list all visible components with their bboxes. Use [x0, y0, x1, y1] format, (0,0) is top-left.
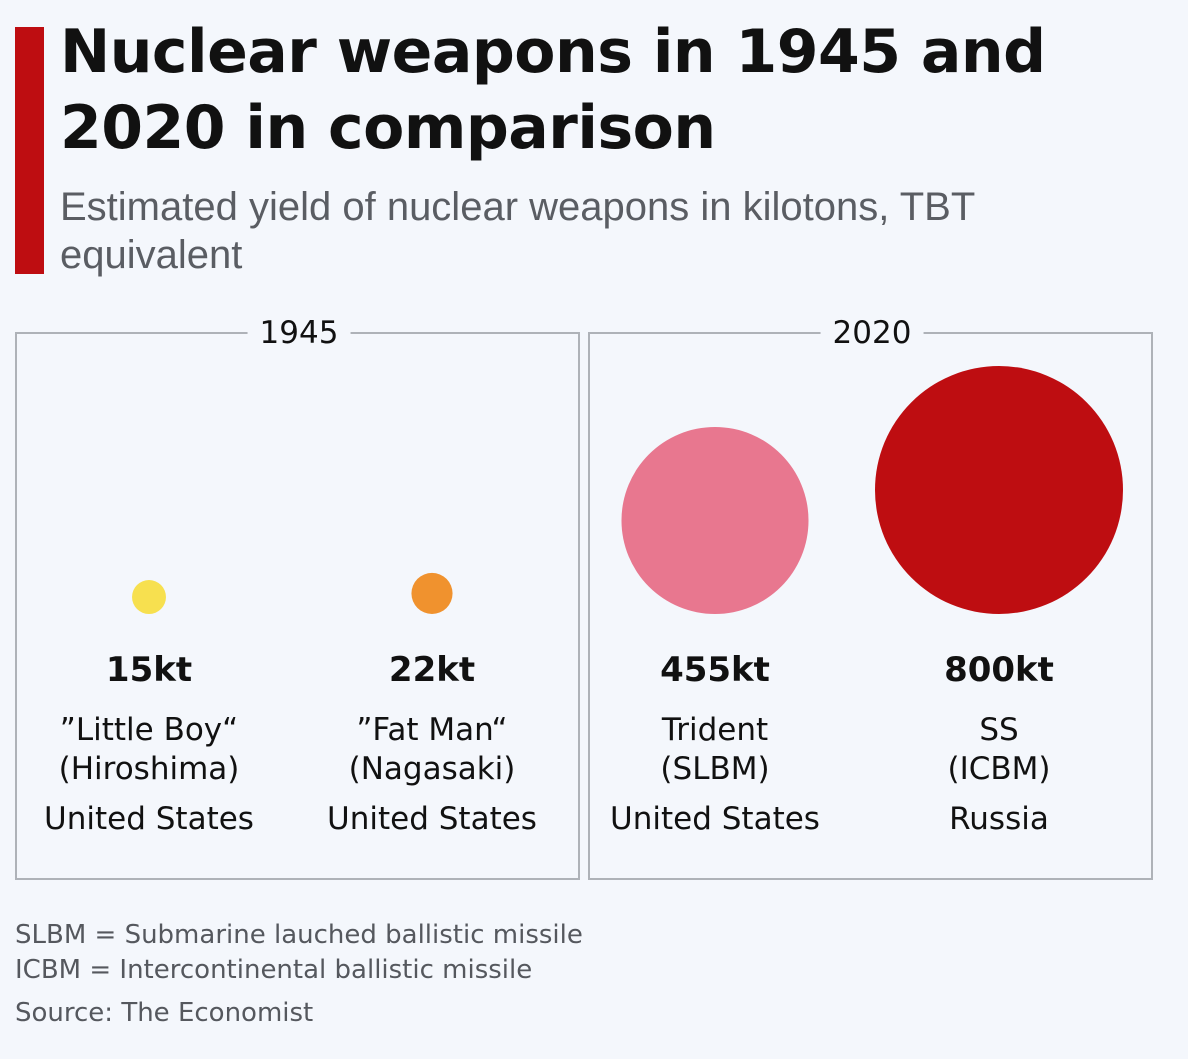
yield-label: 15kt — [105, 650, 193, 690]
weapon-country: United States — [610, 801, 820, 837]
yield-label: 800kt — [944, 650, 1054, 690]
chart-title: Nuclear weapons in 1945 and 2020 in comp… — [60, 17, 1046, 163]
source-note: Source: The Economist — [15, 998, 314, 1028]
footnote-slbm: SLBM = Submarine lauched ballistic missi… — [15, 920, 583, 950]
bubble-800kt — [875, 366, 1123, 614]
weapon-name: ”Little Boy“ (Hiroshima) — [58, 712, 240, 787]
footnote-icbm: ICBM = Intercontinental ballistic missil… — [15, 955, 533, 985]
bubble-15kt — [132, 580, 166, 615]
yield-label: 22kt — [388, 650, 476, 690]
panel-label-2020: 2020 — [820, 313, 924, 353]
weapon-country: Russia — [949, 801, 1049, 837]
weapon-country: United States — [327, 801, 537, 837]
weapon-country: United States — [44, 801, 254, 837]
panel-1945: 1945 — [15, 313, 580, 880]
weapon-name: SS (ICBM) — [947, 712, 1051, 787]
weapon-name: Trident (SLBM) — [660, 712, 770, 787]
bubble-22kt — [411, 572, 453, 615]
bubble-455kt — [621, 426, 809, 614]
chart-subtitle: Estimated yield of nuclear weapons in ki… — [60, 185, 975, 277]
panel-label-1945: 1945 — [247, 313, 351, 353]
panel-2020: 2020 — [588, 313, 1153, 880]
footnotes: SLBM = Submarine lauched ballistic missi… — [15, 918, 583, 1031]
accent-bar — [15, 27, 44, 274]
weapon-name: ”Fat Man“ (Nagasaki) — [348, 712, 516, 787]
yield-label: 455kt — [660, 650, 770, 690]
